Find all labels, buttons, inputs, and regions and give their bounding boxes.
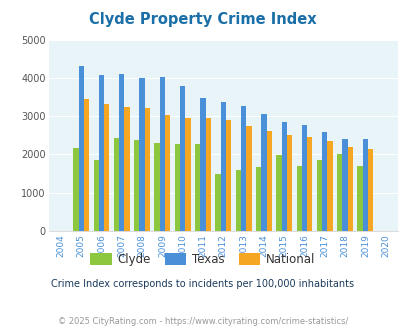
Bar	[180, 85, 185, 231]
Legend: Clyde, Texas, National: Clyde, Texas, National	[85, 248, 320, 271]
Bar	[195, 144, 200, 231]
Bar	[326, 141, 332, 231]
Bar	[301, 125, 307, 231]
Bar	[245, 126, 251, 231]
Bar	[185, 118, 190, 231]
Text: Crime Index corresponds to incidents per 100,000 inhabitants: Crime Index corresponds to incidents per…	[51, 279, 354, 289]
Bar	[79, 66, 83, 231]
Bar	[83, 99, 89, 231]
Bar	[255, 167, 261, 231]
Bar	[322, 132, 327, 231]
Bar	[235, 170, 240, 231]
Bar	[266, 131, 271, 231]
Text: Clyde Property Crime Index: Clyde Property Crime Index	[89, 12, 316, 26]
Bar	[113, 138, 119, 231]
Bar	[316, 160, 322, 231]
Bar	[275, 155, 281, 231]
Bar	[154, 143, 160, 231]
Bar	[134, 140, 139, 231]
Bar	[160, 77, 164, 231]
Bar	[175, 144, 180, 231]
Bar	[362, 139, 367, 231]
Bar	[307, 137, 312, 231]
Bar	[225, 120, 231, 231]
Bar	[73, 148, 79, 231]
Text: © 2025 CityRating.com - https://www.cityrating.com/crime-statistics/: © 2025 CityRating.com - https://www.city…	[58, 317, 347, 326]
Bar	[124, 107, 130, 231]
Bar	[261, 114, 266, 231]
Bar	[281, 122, 286, 231]
Bar	[367, 149, 373, 231]
Bar	[104, 104, 109, 231]
Bar	[139, 78, 144, 231]
Bar	[342, 139, 347, 231]
Bar	[119, 74, 124, 231]
Bar	[357, 166, 362, 231]
Bar	[200, 98, 205, 231]
Bar	[286, 135, 292, 231]
Bar	[347, 147, 352, 231]
Bar	[205, 118, 211, 231]
Bar	[241, 106, 246, 231]
Bar	[336, 154, 342, 231]
Bar	[93, 160, 99, 231]
Bar	[296, 166, 301, 231]
Bar	[164, 115, 170, 231]
Bar	[220, 102, 225, 231]
Bar	[144, 108, 150, 231]
Bar	[99, 75, 104, 231]
Bar	[215, 174, 220, 231]
